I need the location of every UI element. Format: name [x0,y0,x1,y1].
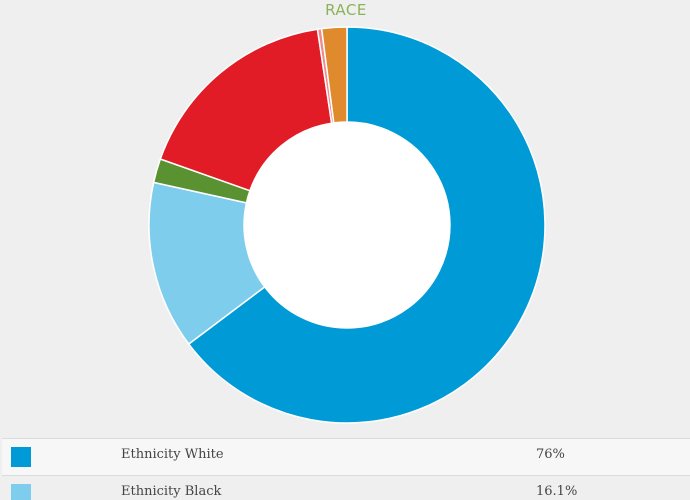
legend-swatch-black [11,484,31,500]
chart-legend: Ethnicity White 76% Ethnicity Black 16.1… [2,438,690,500]
legend-label: Ethnicity White [121,447,224,462]
legend-swatch-white [11,447,31,467]
donut-hole [244,122,450,328]
legend-label: Ethnicity Black [121,484,222,499]
legend-item-black[interactable]: Ethnicity Black 16.1% [2,475,690,500]
race-donut-chart [148,26,546,424]
legend-value: 16.1% [536,484,578,499]
chart-title: RACE [325,1,367,19]
legend-value: 76% [536,447,565,462]
legend-item-white[interactable]: Ethnicity White 76% [2,438,690,475]
